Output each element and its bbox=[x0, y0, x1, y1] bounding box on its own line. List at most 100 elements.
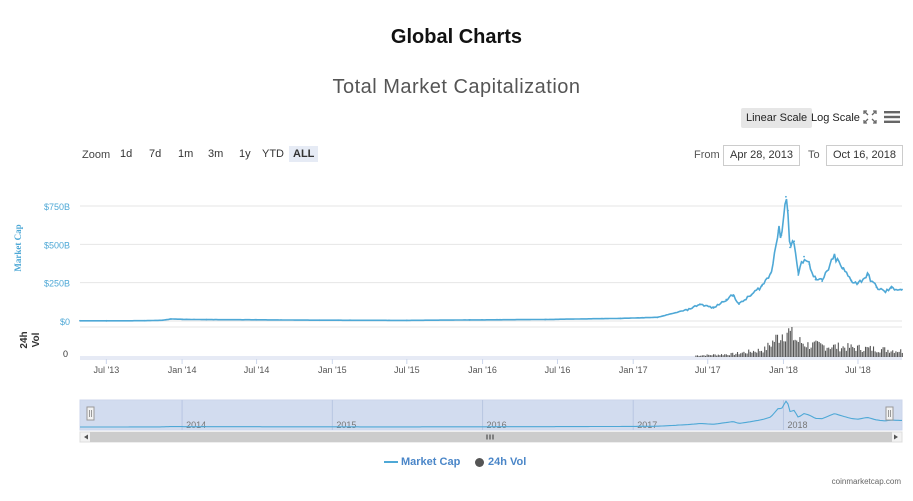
x-tick-label: Jan '16 bbox=[468, 365, 497, 375]
volume-bar bbox=[772, 340, 774, 357]
volume-bar bbox=[892, 350, 894, 357]
volume-bar bbox=[759, 351, 761, 357]
legend-24h-vol-label: 24h Vol bbox=[488, 456, 527, 468]
x-tick-label: Jul '18 bbox=[845, 365, 871, 375]
volume-bar bbox=[845, 350, 847, 357]
market-cap-point bbox=[890, 287, 893, 289]
volume-bar bbox=[823, 345, 825, 357]
volume-bar bbox=[736, 352, 739, 357]
volume-bar bbox=[800, 343, 803, 357]
volume-bar bbox=[732, 352, 734, 357]
volume-bar bbox=[799, 337, 801, 357]
volume-bar bbox=[829, 349, 831, 357]
volume-bar bbox=[783, 341, 785, 357]
volume-bar bbox=[717, 354, 719, 357]
x-tick-label: Jul '17 bbox=[695, 365, 721, 375]
volume-bar bbox=[858, 344, 860, 357]
y-tick-label: $750B bbox=[44, 202, 70, 212]
y-tick-label: $0 bbox=[60, 317, 70, 327]
volume-bar bbox=[760, 350, 763, 357]
zoom-button-1m[interactable]: 1m bbox=[178, 148, 194, 160]
fullscreen-icon[interactable] bbox=[863, 110, 877, 124]
market-cap-point bbox=[803, 255, 805, 258]
zoom-button-ytd[interactable]: YTD bbox=[262, 148, 284, 160]
market-cap-point bbox=[833, 255, 836, 258]
legend-24h-vol[interactable]: 24h Vol bbox=[475, 456, 526, 468]
navigator-year-label: 2018 bbox=[787, 420, 807, 430]
zoom-button-1d[interactable]: 1d bbox=[120, 148, 133, 160]
navigator-handle-left[interactable] bbox=[86, 406, 95, 421]
to-date-input[interactable]: Oct 16, 2018 bbox=[826, 145, 903, 166]
zoom-button-3m[interactable]: 3m bbox=[208, 148, 224, 160]
volume-bar bbox=[709, 355, 711, 357]
volume-bar bbox=[901, 352, 903, 357]
market-cap-point bbox=[761, 284, 763, 287]
volume-bar bbox=[872, 346, 875, 357]
market-cap-point bbox=[732, 294, 735, 296]
volume-bar bbox=[847, 343, 849, 357]
volume-bar bbox=[818, 341, 820, 357]
navigator-handle-right[interactable] bbox=[885, 406, 894, 421]
legend-market-cap[interactable]: Market Cap bbox=[384, 456, 460, 468]
market-cap-point bbox=[857, 282, 859, 285]
zoom-button-all[interactable]: ALL bbox=[289, 146, 319, 162]
volume-bar bbox=[701, 355, 703, 357]
market-cap-point bbox=[318, 319, 321, 322]
legend-24h-vol-swatch bbox=[475, 457, 484, 467]
volume-bar bbox=[767, 342, 769, 357]
volume-bar bbox=[712, 354, 715, 357]
volume-bar bbox=[898, 351, 900, 357]
market-cap-point bbox=[850, 279, 853, 282]
scrollbar-right-arrow[interactable] bbox=[894, 434, 898, 440]
volume-bar bbox=[720, 354, 723, 357]
credit-link[interactable]: coinmarketcap.com bbox=[831, 477, 901, 486]
volume-bar bbox=[727, 355, 729, 357]
linear-scale-button[interactable]: Linear Scale bbox=[741, 108, 813, 128]
scrollbar-thumb[interactable] bbox=[90, 432, 892, 442]
log-scale-button[interactable]: Log Scale bbox=[811, 112, 860, 124]
volume-bar bbox=[789, 330, 791, 357]
market-cap-point bbox=[787, 209, 789, 212]
volume-bar bbox=[730, 352, 732, 357]
volume-bar bbox=[863, 351, 865, 357]
market-cap-point bbox=[866, 274, 869, 276]
market-cap-point bbox=[161, 319, 164, 322]
y-tick-label: $250B bbox=[44, 279, 70, 289]
volume-bar bbox=[896, 352, 899, 357]
volume-bar bbox=[796, 340, 798, 357]
scrollbar-left-arrow[interactable] bbox=[84, 434, 88, 440]
zoom-button-7d[interactable]: 7d bbox=[149, 148, 162, 160]
y-axis-label-market-cap: Market Cap bbox=[13, 224, 23, 271]
volume-bar bbox=[797, 341, 799, 357]
volume-bar bbox=[719, 355, 721, 357]
market-cap-point bbox=[725, 298, 728, 301]
volume-bar bbox=[743, 351, 745, 357]
market-cap-point bbox=[841, 267, 844, 270]
market-cap-point bbox=[884, 290, 887, 293]
volume-bar bbox=[893, 352, 895, 357]
market-cap-point bbox=[777, 229, 780, 232]
x-tick-label: Jan '17 bbox=[619, 365, 648, 375]
volume-bar bbox=[895, 351, 897, 357]
navigator-window bbox=[79, 399, 903, 431]
market-cap-point bbox=[170, 318, 172, 320]
volume-bar bbox=[856, 345, 859, 357]
volume-bar bbox=[815, 340, 817, 357]
volume-bar bbox=[788, 328, 790, 357]
volume-bar bbox=[770, 346, 772, 357]
from-date-input[interactable]: Apr 28, 2013 bbox=[723, 145, 800, 166]
volume-bar bbox=[880, 349, 883, 357]
volume-bar bbox=[744, 353, 747, 357]
hamburger-menu-icon[interactable] bbox=[884, 111, 900, 123]
zoom-button-1y[interactable]: 1y bbox=[239, 148, 251, 160]
market-cap-point bbox=[619, 317, 622, 320]
volume-bar bbox=[853, 348, 855, 357]
volume-bar bbox=[716, 355, 718, 357]
volume-bar bbox=[778, 342, 780, 357]
volume-bar bbox=[805, 347, 807, 357]
volume-bar bbox=[781, 334, 783, 357]
volume-bar bbox=[724, 354, 726, 357]
volume-bar bbox=[725, 354, 727, 357]
volume-bar bbox=[773, 341, 775, 357]
